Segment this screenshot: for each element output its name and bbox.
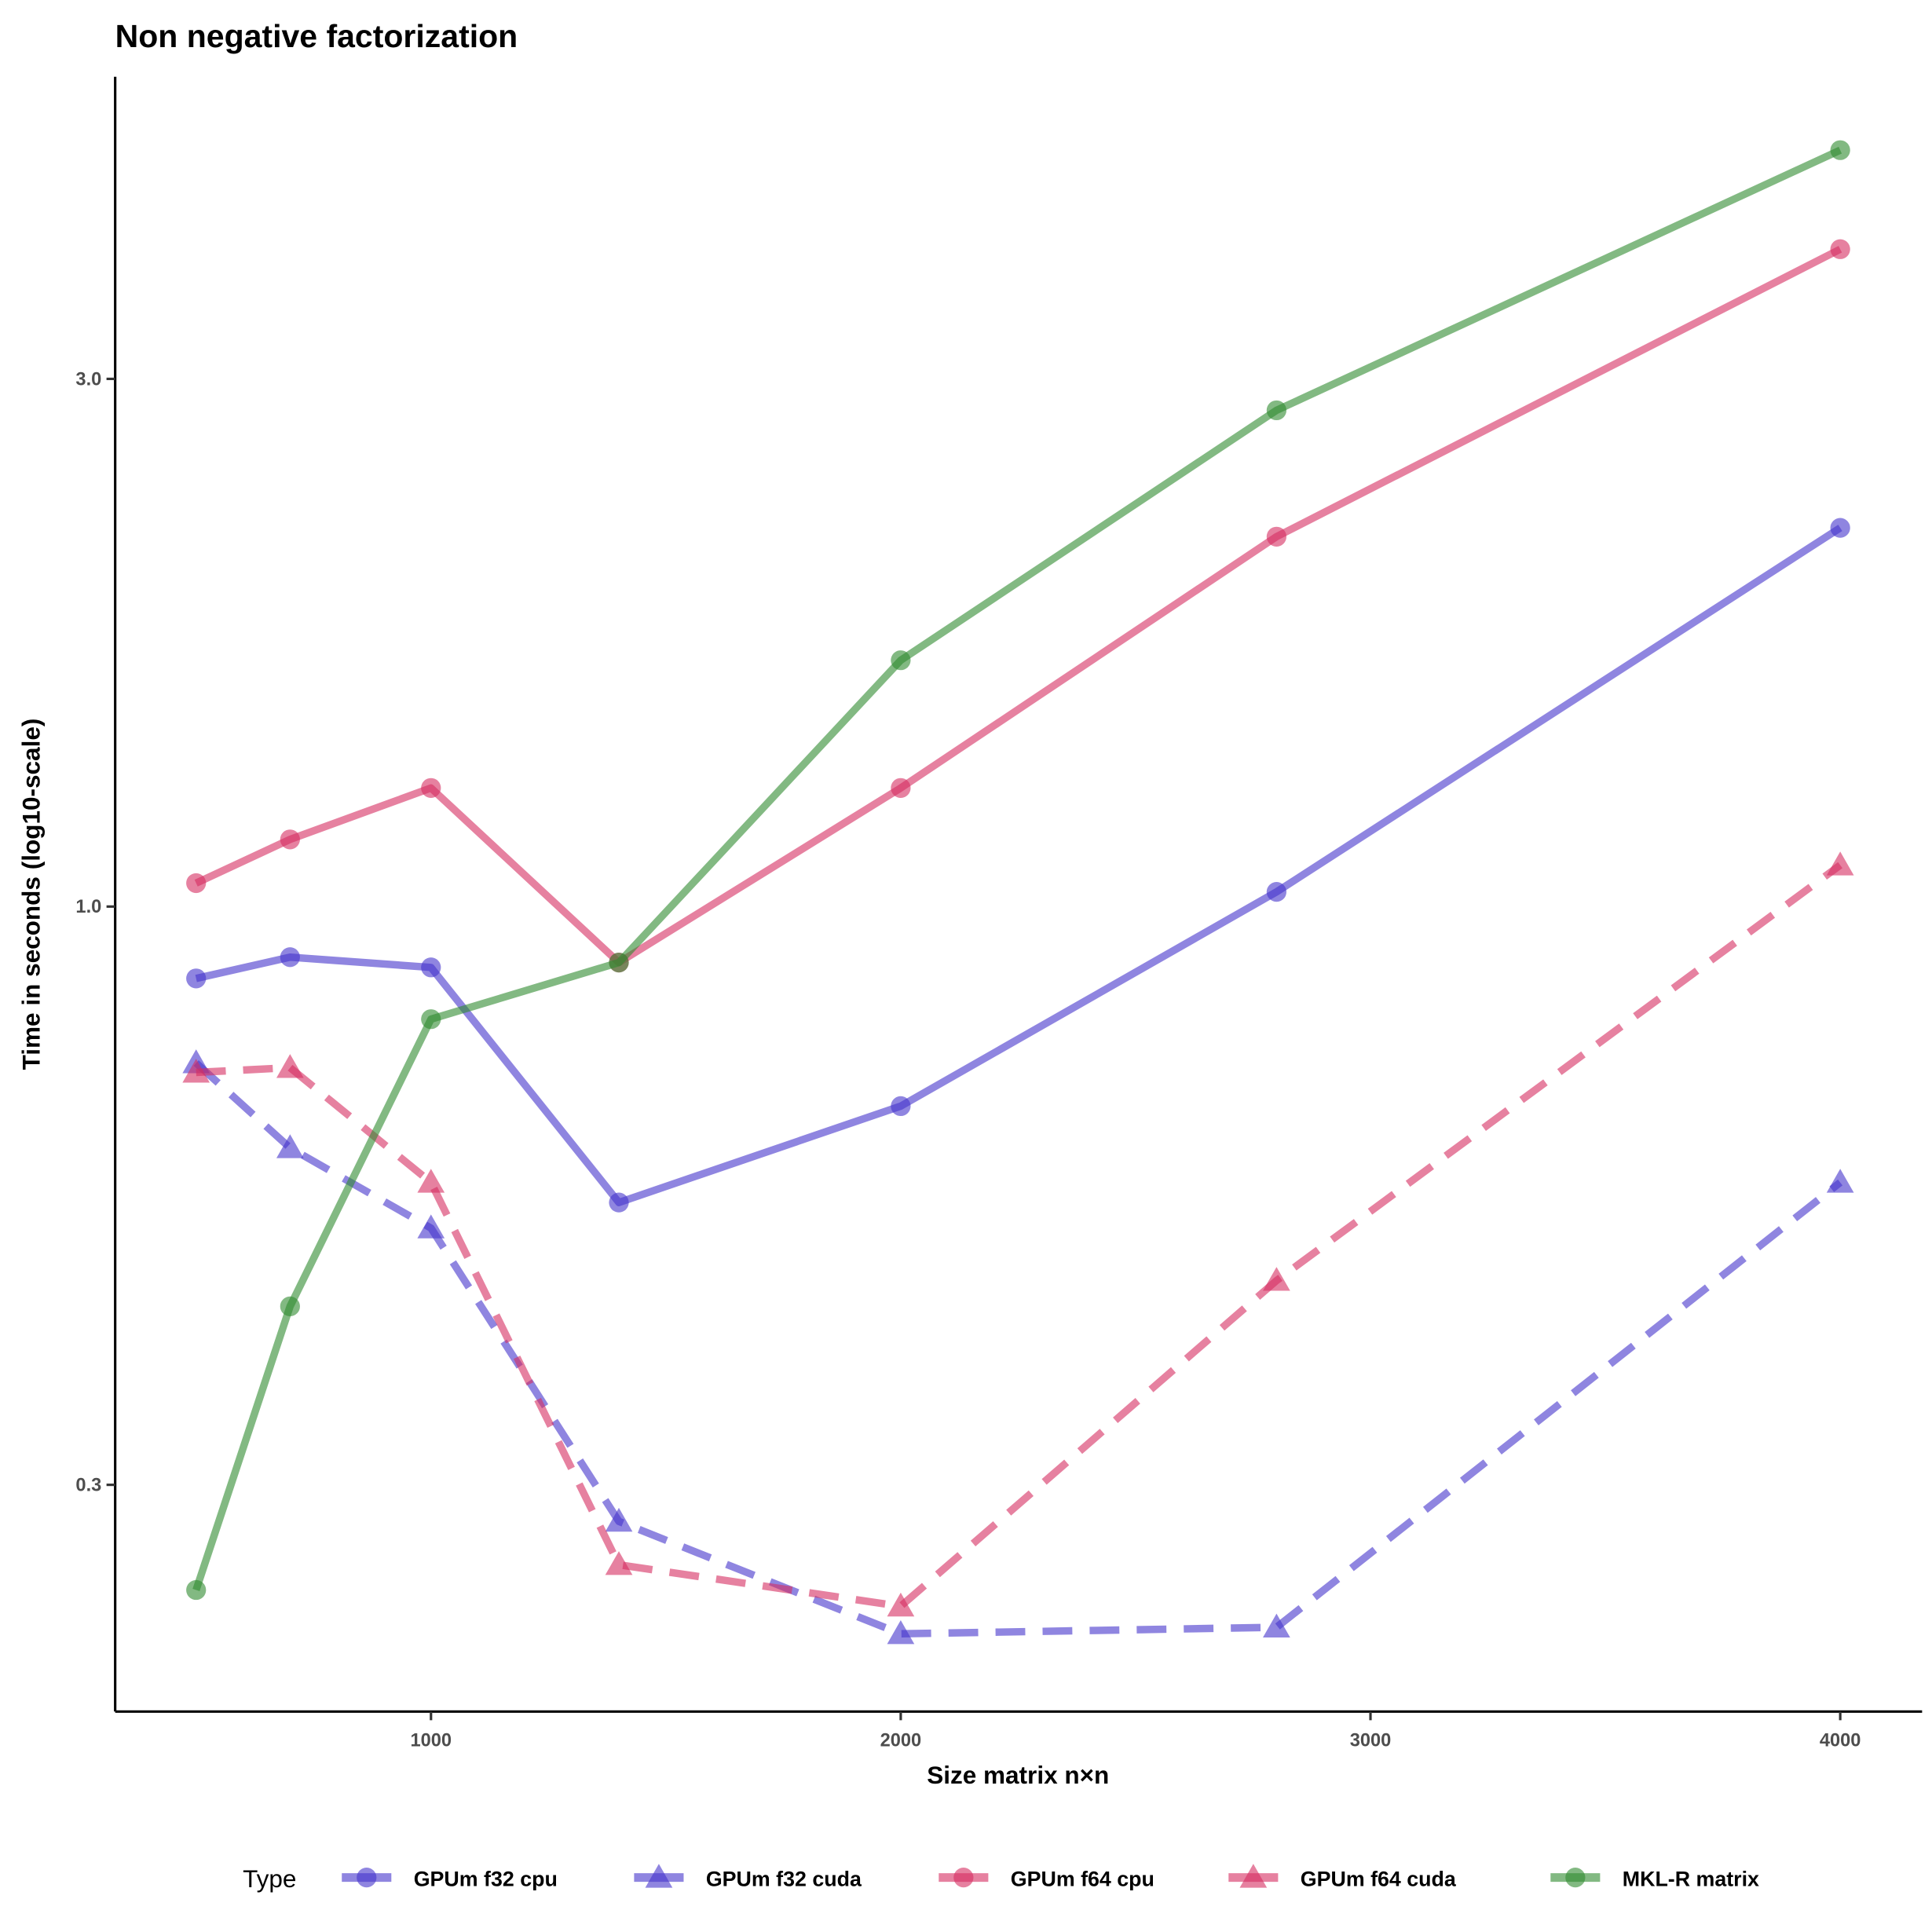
data-point-gpum-f32-cpu bbox=[421, 957, 441, 978]
data-point-gpum-f32-cpu bbox=[280, 947, 300, 968]
data-point-gpum-f64-cuda bbox=[1826, 851, 1854, 876]
data-point-gpum-f64-cuda bbox=[276, 1054, 304, 1078]
y-axis-label: Time in seconds (log10-scale) bbox=[16, 719, 45, 1070]
data-point-gpum-f64-cuda bbox=[1263, 1267, 1290, 1291]
data-point-gpum-f32-cuda bbox=[887, 1619, 915, 1645]
legend-key-marker-gpum-f32-cpu bbox=[357, 1868, 377, 1888]
data-point-mkl-r-matrix bbox=[609, 952, 629, 973]
data-point-gpum-f32-cpu bbox=[891, 1096, 911, 1117]
data-point-gpum-f32-cuda bbox=[1263, 1613, 1290, 1638]
data-point-gpum-f32-cuda bbox=[605, 1507, 633, 1532]
axis-ticks: 1000 2000 3000 4000 0.3 1.0 3.0 bbox=[75, 369, 1861, 1751]
data-point-mkl-r-matrix bbox=[1266, 400, 1287, 421]
data-point-mkl-r-matrix bbox=[280, 1296, 300, 1316]
x-tick-label: 1000 bbox=[410, 1730, 452, 1751]
legend-title: Type bbox=[243, 1864, 296, 1893]
data-point-mkl-r-matrix bbox=[421, 1009, 441, 1030]
legend-key-marker-gpum-f64-cuda bbox=[1239, 1864, 1268, 1888]
data-point-gpum-f64-cuda bbox=[605, 1551, 633, 1575]
data-point-gpum-f64-cpu bbox=[891, 778, 911, 798]
data-point-gpum-f32-cpu bbox=[1830, 518, 1850, 538]
legend-label-gpum-f64-cpu: GPUm f64 cpu bbox=[1011, 1868, 1154, 1891]
x-axis-label: Size matrix n×n bbox=[927, 1761, 1109, 1789]
data-point-gpum-f64-cpu bbox=[280, 829, 300, 850]
data-point-gpum-f32-cuda bbox=[1826, 1169, 1854, 1193]
legend-key-marker-gpum-f64-cpu bbox=[953, 1868, 974, 1888]
chart-title: Non negative factorization bbox=[115, 18, 518, 54]
legend: Type GPUm f32 cpu GPUm f32 cuda GPUm f64 c… bbox=[243, 1864, 1759, 1893]
y-tick-label: 0.3 bbox=[75, 1476, 101, 1496]
data-point-mkl-r-matrix bbox=[891, 650, 911, 671]
data-point-gpum-f64-cpu bbox=[421, 778, 441, 798]
series-line-gpum-f64-cpu bbox=[194, 246, 1842, 967]
series-line-gpum-f32-cuda bbox=[193, 1060, 1843, 1638]
data-point-gpum-f32-cuda bbox=[276, 1134, 304, 1158]
data-point-gpum-f64-cuda bbox=[887, 1592, 915, 1617]
x-tick-label: 2000 bbox=[880, 1730, 922, 1751]
legend-label-mkl-r-matrix: MKL-R matrix bbox=[1623, 1868, 1759, 1891]
data-point-gpum-f64-cpu bbox=[1830, 239, 1850, 259]
legend-label-gpum-f64-cuda: GPUm f64 cuda bbox=[1301, 1868, 1457, 1891]
legend-label-gpum-f32-cpu: GPUm f32 cpu bbox=[414, 1868, 558, 1891]
series-line-gpum-f32-cpu bbox=[195, 525, 1842, 1206]
data-point-mkl-r-matrix bbox=[1830, 140, 1850, 160]
data-point-gpum-f64-cuda bbox=[182, 1059, 210, 1083]
data-point-mkl-r-matrix bbox=[186, 1579, 207, 1601]
legend-key-marker-mkl-r-matrix bbox=[1565, 1868, 1586, 1888]
plot-area bbox=[182, 140, 1854, 1645]
y-tick-label: 3.0 bbox=[75, 369, 101, 390]
legend-key-marker-gpum-f32-cuda bbox=[645, 1864, 673, 1888]
x-tick-label: 3000 bbox=[1350, 1730, 1392, 1751]
legend-label-gpum-f32-cuda: GPUm f32 cuda bbox=[706, 1868, 862, 1891]
data-point-gpum-f32-cuda bbox=[417, 1214, 445, 1239]
data-point-gpum-f32-cpu bbox=[186, 968, 207, 989]
data-point-gpum-f64-cuda bbox=[417, 1169, 445, 1193]
data-point-gpum-f64-cpu bbox=[186, 873, 207, 894]
x-tick-label: 4000 bbox=[1820, 1730, 1861, 1751]
data-point-gpum-f64-cpu bbox=[1266, 526, 1287, 547]
data-point-gpum-f32-cpu bbox=[1266, 882, 1287, 902]
y-tick-label: 1.0 bbox=[75, 897, 101, 917]
data-point-gpum-f32-cpu bbox=[609, 1192, 629, 1213]
